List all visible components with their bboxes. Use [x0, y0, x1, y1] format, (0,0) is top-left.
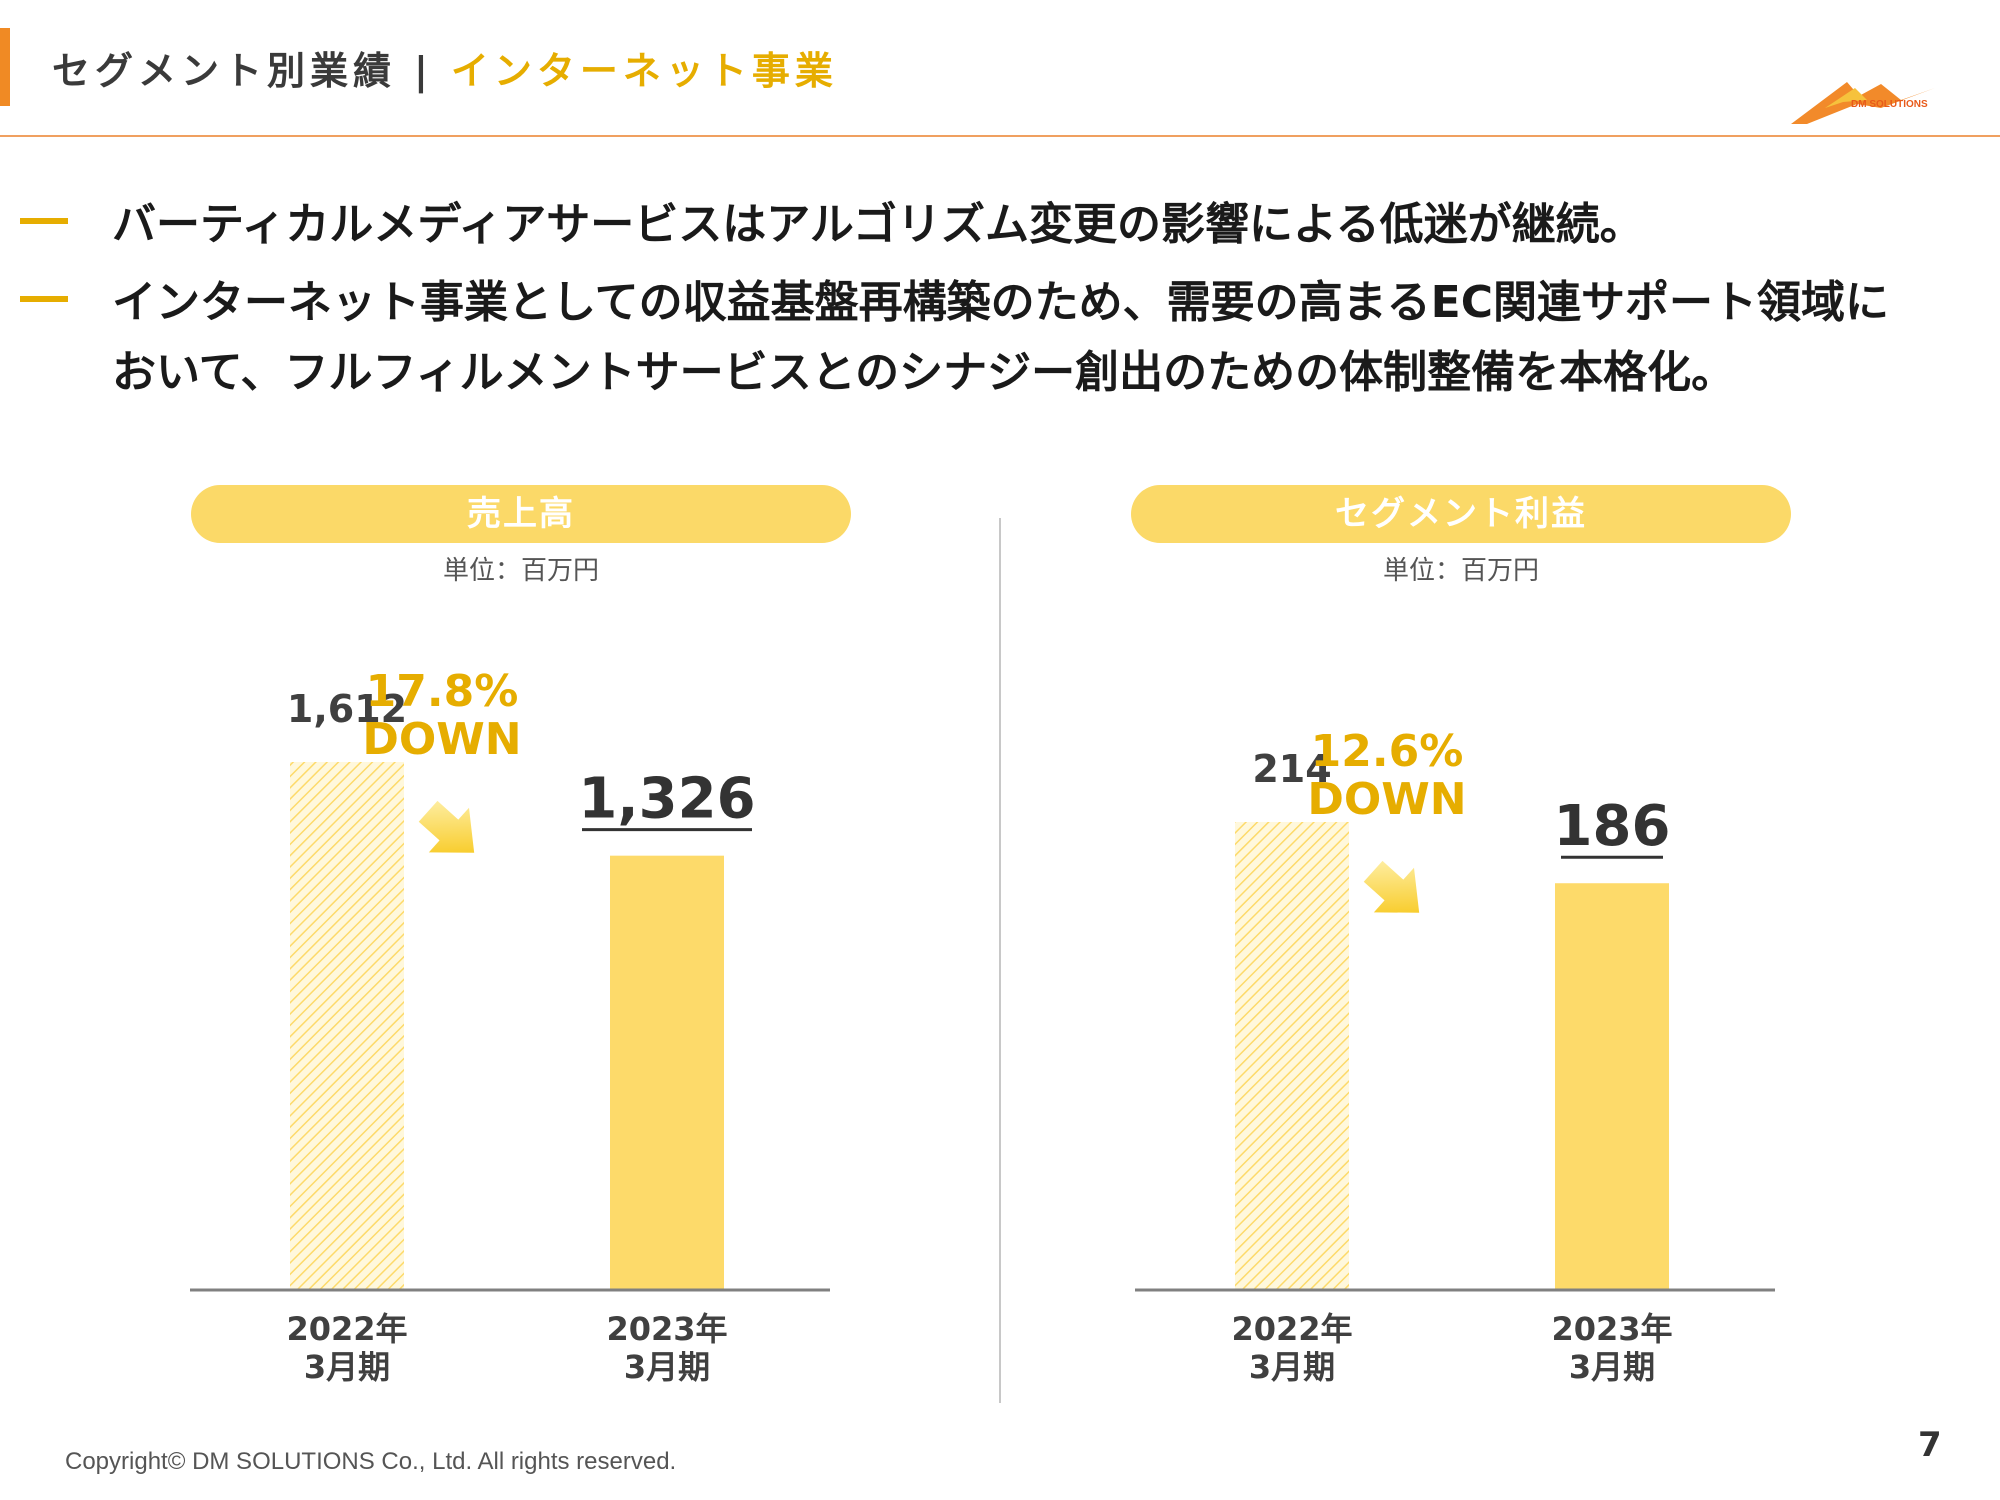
bullet-item: インターネット事業としての収益基盤再構築のため、需要の高まるEC関連サポート領域… [20, 268, 1960, 408]
change-label: 17.8% [366, 666, 519, 717]
page-title: セグメント別業績 | インターネット事業 [52, 40, 838, 95]
title-sub: インターネット事業 [450, 49, 838, 93]
bar-2023年 [1555, 883, 1669, 1290]
unit-label-sales: 単位：百万円 [442, 556, 599, 586]
data-label: 1,612 [287, 687, 407, 731]
change-label: DOWN [1307, 774, 1466, 825]
logo-text: DM SOLUTIONS [1851, 99, 1928, 110]
data-label: 186 [1554, 794, 1671, 859]
x-tick-label: 2022年 [286, 1310, 407, 1348]
bullet-dash [20, 296, 68, 302]
bullet-dash [20, 218, 68, 224]
chart-divider [999, 518, 1001, 1403]
company-logo: DM SOLUTIONS [1791, 82, 1935, 124]
x-tick-label: 3月期 [1249, 1348, 1335, 1386]
bullet-list: バーティカルメディアサービスはアルゴリズム変更の影響による低迷が継続。 インター… [20, 190, 1960, 416]
bullet-text: インターネット事業としての収益基盤再構築のため、需要の高まるEC関連サポート領域… [112, 277, 1890, 398]
bullet-text: バーティカルメディアサービスはアルゴリズム変更の影響による低迷が継続。 [112, 199, 1644, 250]
down-arrow-icon [1363, 860, 1420, 913]
x-tick-label: 3月期 [304, 1348, 390, 1386]
chart-title-segment-profit: セグメント利益 [1131, 485, 1791, 543]
page-number: 7 [1918, 1425, 1942, 1465]
chart-title-sales: 売上高 [191, 485, 851, 543]
bar-2023年 [610, 855, 724, 1290]
x-tick-label: 3月期 [1569, 1348, 1655, 1386]
x-tick-label: 2022年 [1231, 1310, 1352, 1348]
header-accent-bar [0, 28, 10, 106]
unit-label-segment-profit: 単位：百万円 [1382, 556, 1539, 586]
x-tick-label: 3月期 [624, 1348, 710, 1386]
header-rule [0, 135, 2000, 137]
data-label: 1,326 [578, 767, 755, 832]
x-tick-label: 2023年 [606, 1310, 727, 1348]
down-arrow-icon [418, 800, 475, 853]
copyright: Copyright© DM SOLUTIONS Co., Ltd. All ri… [65, 1448, 677, 1475]
change-label: 12.6% [1311, 726, 1464, 777]
data-label: 214 [1252, 747, 1331, 791]
title-separator: | [414, 49, 433, 93]
bar-2022年 [1235, 822, 1349, 1290]
title-main: セグメント別業績 [52, 49, 397, 93]
bullet-item: バーティカルメディアサービスはアルゴリズム変更の影響による低迷が継続。 [20, 190, 1960, 260]
change-label: DOWN [362, 714, 521, 765]
bar-2022年 [290, 762, 404, 1290]
x-tick-label: 2023年 [1551, 1310, 1672, 1348]
